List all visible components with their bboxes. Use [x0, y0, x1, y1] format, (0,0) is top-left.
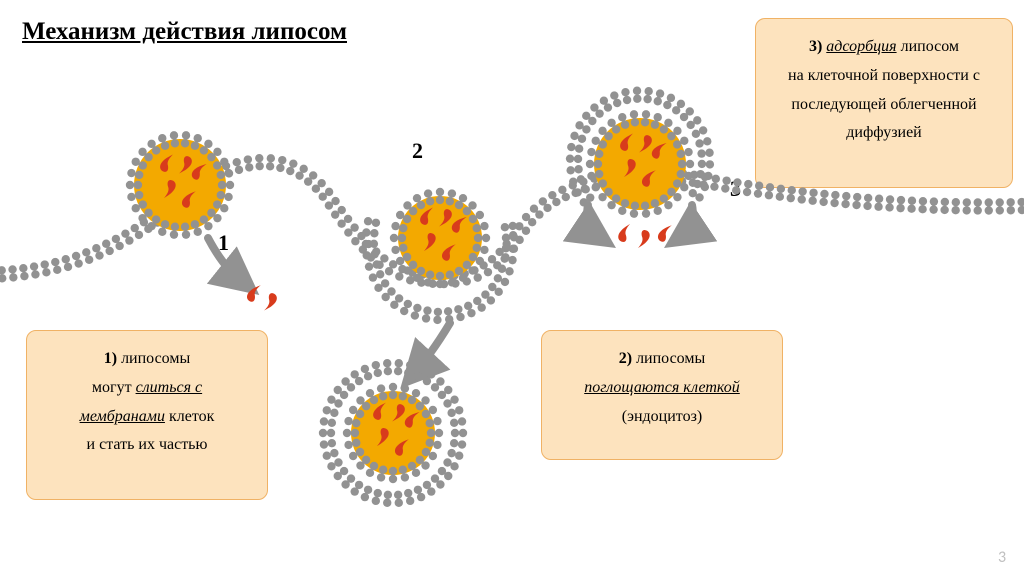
diagram-scene — [0, 0, 1024, 576]
